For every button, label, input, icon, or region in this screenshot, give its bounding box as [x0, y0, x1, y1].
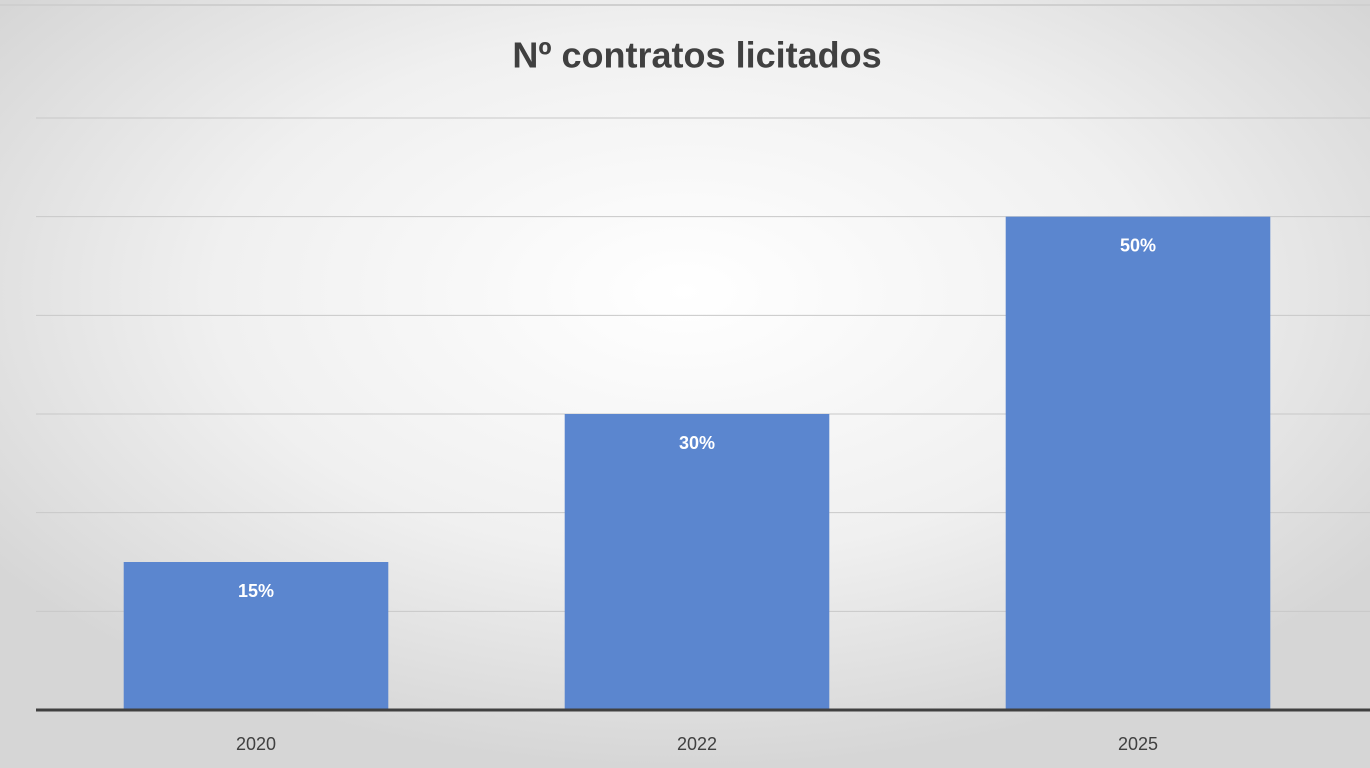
x-tick-label: 2020 — [236, 734, 276, 754]
bar — [123, 562, 389, 710]
data-label: 50% — [1120, 235, 1156, 255]
chart-title: Nº contratos licitados — [512, 35, 881, 76]
bar — [564, 414, 830, 710]
data-label: 15% — [238, 581, 274, 601]
bar — [1005, 216, 1271, 710]
x-tick-label: 2022 — [677, 734, 717, 754]
x-tick-label: 2025 — [1118, 734, 1158, 754]
data-label: 30% — [679, 433, 715, 453]
